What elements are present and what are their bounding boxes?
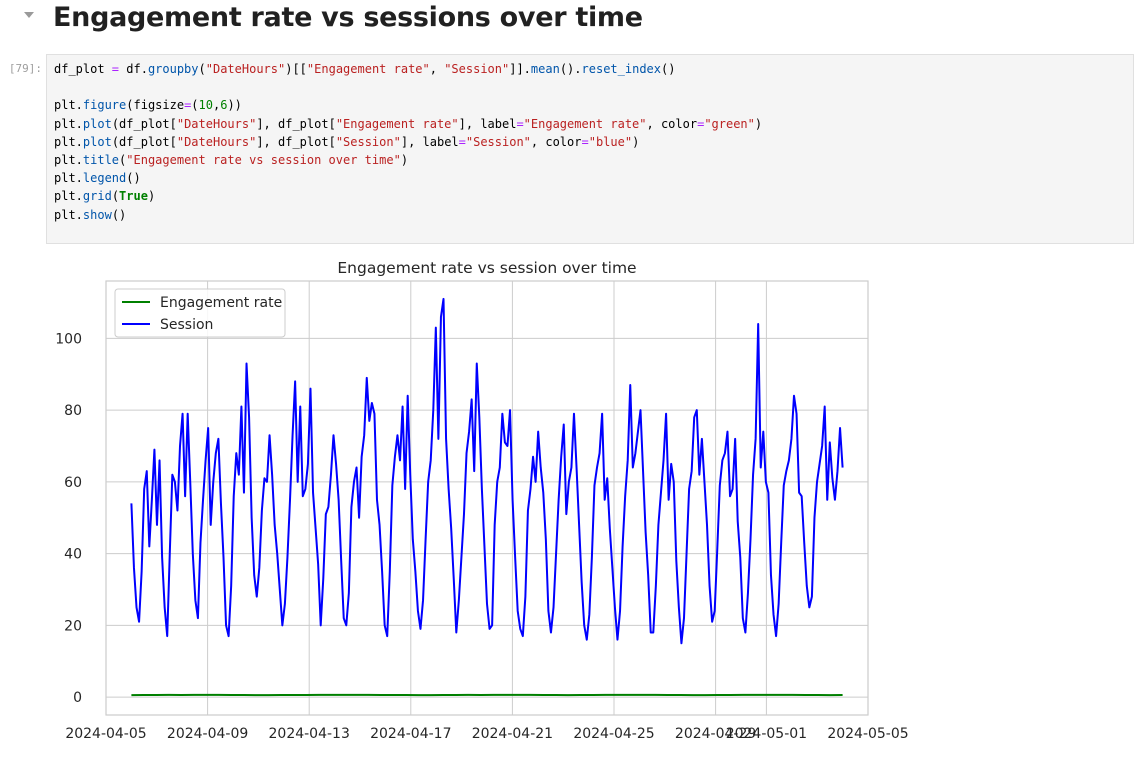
plot-frame (105, 280, 869, 716)
x-tick-label: 2024-05-05 (827, 726, 908, 742)
legend (114, 288, 286, 338)
code-line: plt.legend() (54, 171, 141, 186)
code-line: plt.plot(df_plot["DateHours"], df_plot["… (54, 116, 763, 131)
code-cell-editor[interactable]: df_plot = df.groupby("DateHours")[["Enga… (46, 54, 1134, 244)
code-line: plt.figure(figsize=(10,6)) (54, 98, 242, 113)
chart-title: Engagement rate vs session over time (337, 259, 636, 277)
code-line: ​ (54, 78, 762, 96)
cell-output: 2024-04-05 2024-04-09 2024-04-13 2024-04-17… (46, 252, 946, 780)
collapse-heading-icon[interactable] (24, 12, 34, 18)
x-tick-label: 2024-05-01 (726, 726, 807, 742)
series-line-session (130, 297, 844, 645)
y-tick-label: 100 (55, 331, 82, 347)
legend-label: Engagement rate (160, 295, 282, 311)
code-line: df_plot = df.groupby("DateHours")[["Enga… (54, 62, 676, 76)
markdown-cell[interactable]: Engagement rate vs sessions over time (0, 0, 1140, 40)
code-line: plt.show() (54, 207, 127, 222)
code-line: plt.grid(True) (54, 189, 156, 204)
y-tick-label: 0 (73, 690, 82, 706)
x-tick-label: 2024-04-09 (167, 726, 248, 742)
code-line: plt.title("Engagement rate vs session ov… (54, 152, 409, 167)
code-source: df_plot = df.groupby("DateHours")[["Enga… (54, 60, 762, 224)
code-line: plt.plot(df_plot["DateHours"], df_plot["… (54, 134, 640, 149)
line-chart: 2024-04-05 2024-04-09 2024-04-13 2024-04-17… (55, 259, 908, 742)
y-tick-label: 80 (64, 403, 82, 419)
x-tick-label: 2024-04-21 (472, 726, 553, 742)
y-tick-label: 60 (64, 475, 82, 491)
legend-label: Session (160, 317, 213, 333)
cell-execution-count: [79]: (8, 62, 42, 75)
x-tick-label: 2024-04-25 (573, 726, 654, 742)
x-tick-label: 2024-04-05 (65, 726, 146, 742)
y-tick-label: 20 (64, 618, 82, 634)
x-tick-label: 2024-04-17 (370, 726, 451, 742)
x-tick-label: 2024-04-29 (675, 726, 756, 742)
x-tick-label: 2024-04-13 (269, 726, 350, 742)
y-tick-label: 40 (64, 547, 82, 563)
section-heading: Engagement rate vs sessions over time (53, 2, 643, 33)
